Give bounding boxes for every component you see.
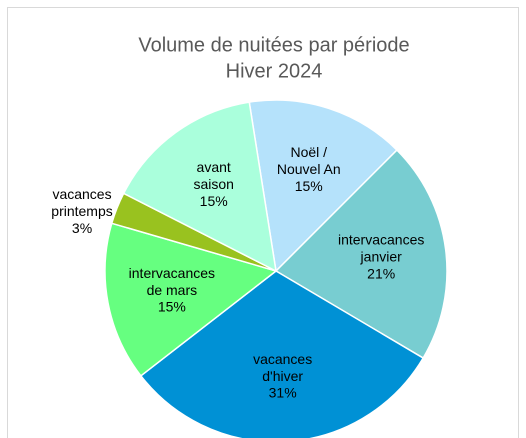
- slice-value-label: 15%: [295, 178, 323, 194]
- slice-label: vacances printemps: [51, 186, 112, 219]
- slice-value-label: 31%: [269, 385, 297, 401]
- slice-label-line: intervacances: [338, 231, 424, 247]
- pie-slice: [139, 270, 425, 438]
- slice-value-label: 15%: [200, 193, 228, 209]
- slice-value-label: 3%: [72, 220, 92, 236]
- slice-label-line: janvier: [360, 248, 403, 264]
- pie-slice: [274, 149, 448, 360]
- chart-subtitle: Hiver 2024: [226, 60, 323, 82]
- slice-label-line: Noël /: [290, 144, 327, 160]
- slice-label: Noël / Nouvel An: [277, 144, 341, 177]
- slice-label-line: printemps: [51, 203, 112, 219]
- slice-label: intervacances janvier: [338, 231, 424, 264]
- slice-label: avant saison: [193, 159, 233, 192]
- slice-label: vacances d'hiver: [253, 351, 312, 384]
- pie-slice: [104, 222, 278, 377]
- slice-label-line: saison: [193, 176, 233, 192]
- slice-label-line: vacances: [52, 186, 111, 202]
- chart-title: Volume de nuitées par période: [138, 34, 409, 56]
- slice-label-line: de mars: [147, 282, 198, 298]
- slice-label-line: intervacances: [129, 265, 215, 281]
- slice-label-line: d'hiver: [262, 368, 303, 384]
- pie-slice: [122, 101, 277, 273]
- slice-label-line: Nouvel An: [277, 161, 341, 177]
- slice-label-line: avant: [197, 159, 231, 175]
- pie-slice: [248, 99, 398, 273]
- slice-label-line: vacances: [253, 351, 312, 367]
- slice-value-label: 21%: [367, 265, 395, 281]
- slice-value-label: 15%: [158, 299, 186, 315]
- slice-label: intervacances de mars: [129, 265, 215, 298]
